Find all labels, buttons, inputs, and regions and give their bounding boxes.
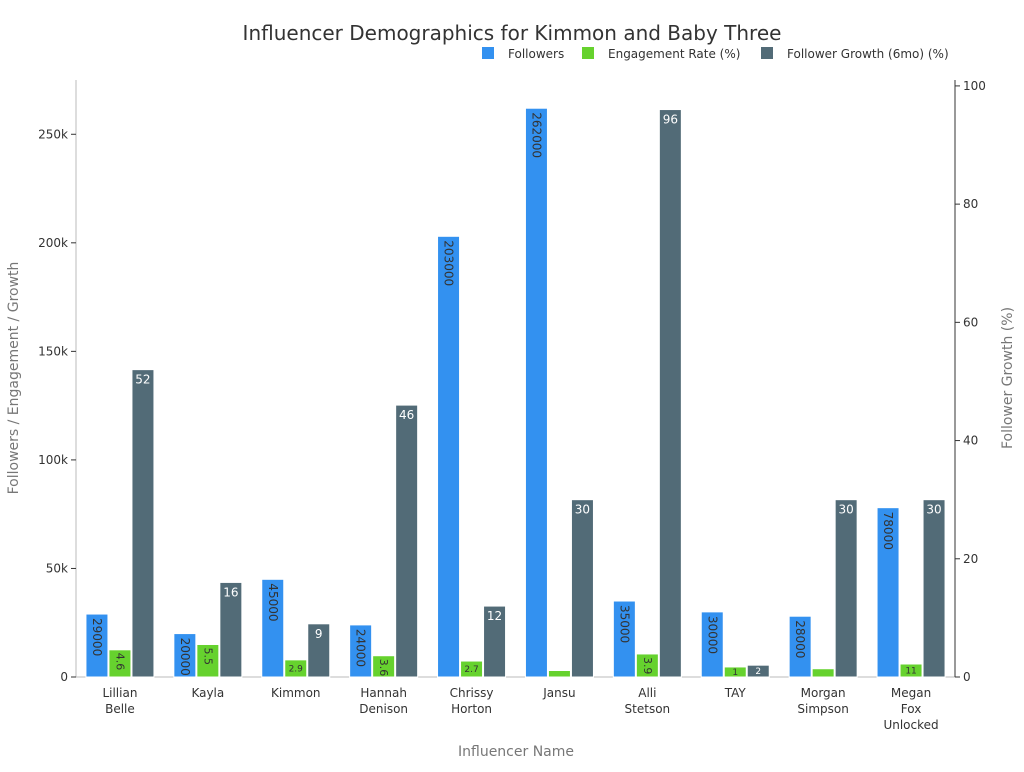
followers-value-label: 78000 xyxy=(881,512,895,550)
engagement-bar xyxy=(372,655,396,678)
engagement-bar xyxy=(284,659,308,678)
engagement-bar xyxy=(196,643,220,678)
engagement-bar xyxy=(460,660,484,678)
growth-bar xyxy=(131,369,155,678)
left-tick-label: 50k xyxy=(46,561,68,575)
left-tick-label: 250k xyxy=(38,127,68,141)
x-axis-title: Influencer Name xyxy=(458,744,574,760)
followers-bar xyxy=(349,624,373,678)
left-tick-label: 0 xyxy=(60,670,68,684)
growth-value-label: 96 xyxy=(663,113,678,127)
engagement-bar xyxy=(723,666,747,678)
x-tick-label: Alli Stetson xyxy=(625,686,671,716)
x-tick-labels: Lillian Belle Kayla Kimmon Hannah Denison Chri… xyxy=(102,686,938,732)
followers-bar xyxy=(261,578,285,678)
growth-bar xyxy=(219,581,243,678)
left-tick-label: 200k xyxy=(38,236,68,250)
followers-bar xyxy=(788,615,812,678)
right-tick-label: 20 xyxy=(963,552,978,566)
followers-value-label: 45000 xyxy=(266,583,280,621)
followers-value-label: 29000 xyxy=(90,618,104,656)
followers-bar xyxy=(524,107,548,678)
engagement-value-label: 3.6 xyxy=(377,659,390,677)
engagement-value-label: 5.5 xyxy=(201,647,214,665)
legend-follower-growth-label: Follower Growth (6mo) (%) xyxy=(787,47,949,61)
growth-value-label: 30 xyxy=(926,503,941,517)
growth-value-label: 30 xyxy=(575,503,590,517)
chart-title: Influencer Demographics for Kimmon and B… xyxy=(243,21,782,45)
growth-bar xyxy=(746,664,770,678)
followers-bar xyxy=(437,235,461,678)
y-axis-title: Followers / Engagement / Growth xyxy=(6,262,22,495)
y2-axis-title: Follower Growth (%) xyxy=(1000,307,1016,449)
left-tick-label: 150k xyxy=(38,344,68,358)
right-tick-label: 80 xyxy=(963,197,978,211)
growth-value-label: 12 xyxy=(487,609,502,623)
legend: Followers Engagement Rate (%) Follower Gro… xyxy=(482,47,949,61)
followers-bar xyxy=(700,611,724,678)
engagement-value-label: 2.9 xyxy=(289,664,304,674)
growth-bar xyxy=(483,605,507,678)
x-tick-label: Kayla xyxy=(191,686,224,700)
bars xyxy=(85,107,946,678)
growth-value-label: 16 xyxy=(223,585,238,599)
left-tick-label: 100k xyxy=(38,453,68,467)
right-tick-label: 60 xyxy=(963,315,978,329)
legend-engagement-rate-label: Engagement Rate (%) xyxy=(608,47,740,61)
x-tick-label: Megan Fox Unlocked xyxy=(883,686,938,732)
followers-value-label: 30000 xyxy=(705,616,719,654)
engagement-bar xyxy=(635,653,659,678)
followers-value-label: 28000 xyxy=(793,620,807,658)
engagement-bar xyxy=(547,669,571,678)
growth-value-label: 30 xyxy=(839,503,854,517)
followers-value-label: 262000 xyxy=(529,112,543,158)
x-tick-label: TAY xyxy=(724,686,747,700)
growth-bar xyxy=(658,109,682,678)
growth-bar xyxy=(834,499,858,678)
followers-value-label: 20000 xyxy=(178,638,192,676)
followers-bar xyxy=(876,507,900,678)
engagement-value-label: 11 xyxy=(905,666,916,676)
legend-followers-label: Followers xyxy=(508,47,564,61)
x-tick-label: Jansu xyxy=(542,686,575,700)
growth-value-label: 2 xyxy=(755,667,761,677)
engagement-value-label: 4.6 xyxy=(113,653,126,671)
growth-bar xyxy=(307,623,331,678)
followers-value-label: 35000 xyxy=(617,605,631,643)
x-tick-label: Chrissy Horton xyxy=(450,686,494,716)
followers-bar xyxy=(85,613,109,678)
followers-value-label: 203000 xyxy=(442,240,456,286)
engagement-bar xyxy=(108,649,132,678)
engagement-bar xyxy=(811,668,835,678)
right-tick-label: 40 xyxy=(963,434,978,448)
right-tick-label: 100 xyxy=(963,79,986,93)
x-tick-label: Morgan Simpson xyxy=(797,686,848,716)
engagement-bar xyxy=(899,663,923,678)
followers-bar xyxy=(173,633,197,678)
bar-labels: 29000 4.6 52 20000 5.5 16 45000 2.9 9 24000 3.6 46 2… xyxy=(90,112,942,678)
growth-value-label: 9 xyxy=(315,627,323,641)
x-tick-label: Hannah Denison xyxy=(359,686,408,716)
engagement-value-label: 2.7 xyxy=(464,665,478,675)
x-tick-label: Kimmon xyxy=(271,686,321,700)
growth-bar xyxy=(922,499,946,678)
growth-bar xyxy=(570,499,594,678)
engagement-value-label: 3.9 xyxy=(641,657,654,675)
legend-followers-swatch xyxy=(482,47,494,59)
growth-value-label: 46 xyxy=(399,408,414,422)
engagement-value-label: 1 xyxy=(732,668,738,678)
growth-value-label: 52 xyxy=(135,373,150,387)
legend-follower-growth-swatch xyxy=(761,47,773,59)
right-tick-label: 0 xyxy=(963,670,971,684)
followers-bar xyxy=(612,600,636,678)
x-tick-label: Lillian Belle xyxy=(102,686,137,716)
followers-value-label: 24000 xyxy=(354,629,368,667)
growth-bar xyxy=(395,404,419,678)
legend-engagement-rate-swatch xyxy=(582,47,594,59)
